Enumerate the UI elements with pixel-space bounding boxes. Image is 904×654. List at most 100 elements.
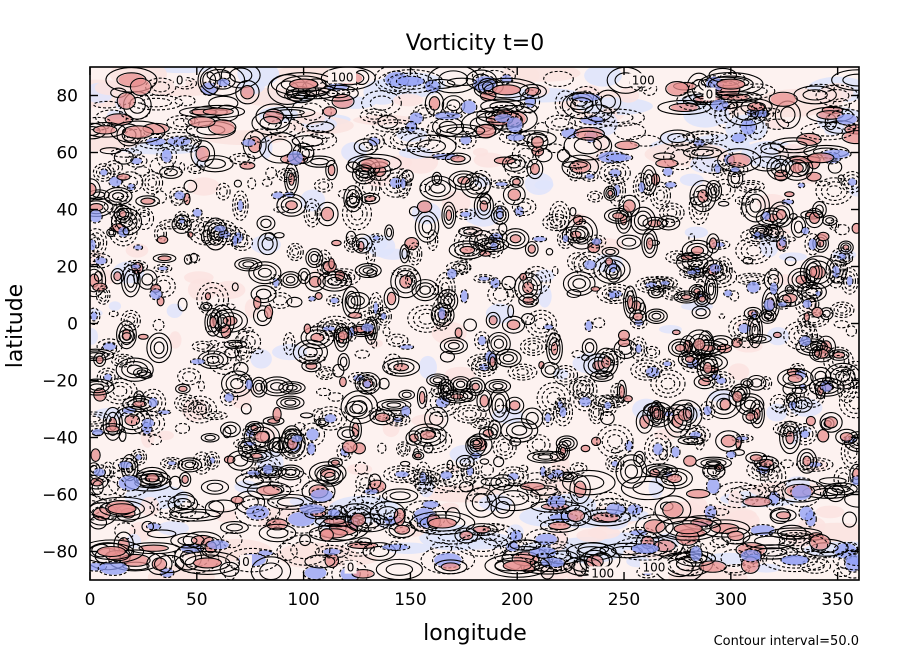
contour-line [195, 145, 211, 163]
eddy-core [619, 385, 625, 398]
eddy [590, 286, 601, 292]
eddy [498, 130, 533, 145]
eddy [317, 271, 353, 292]
contour-line [432, 111, 463, 121]
contour-line [762, 298, 776, 312]
eddy [268, 437, 284, 457]
eddy-core [700, 561, 725, 572]
eddy [480, 463, 494, 476]
eddy [290, 434, 304, 444]
eddy [721, 527, 751, 545]
eddy-core [618, 338, 630, 347]
contour-line [801, 298, 813, 310]
eddy [250, 285, 277, 304]
contour-line [443, 205, 455, 225]
eddy-core [817, 240, 824, 247]
eddy [306, 441, 317, 456]
contour-line [806, 152, 835, 164]
eddy-core [818, 430, 829, 442]
eddy [156, 235, 169, 245]
contour-line [239, 345, 248, 357]
contour-line [783, 321, 819, 351]
contour-line [811, 346, 822, 361]
contour-line [832, 263, 842, 275]
contour-line [92, 125, 118, 135]
eddy-core [460, 135, 472, 145]
contour-line [653, 407, 660, 419]
y-tick-label: −20 [42, 372, 78, 392]
eddy [616, 379, 627, 404]
eddy [313, 406, 348, 431]
contour-line [147, 396, 159, 409]
contour-line [359, 376, 375, 392]
contour-line [304, 554, 336, 569]
contour-line [431, 171, 443, 186]
contour-line [316, 323, 342, 334]
contour-line [145, 522, 162, 531]
eddy [167, 494, 199, 514]
vortex-core [193, 557, 222, 568]
contour-line [644, 432, 672, 466]
contour-line [840, 435, 859, 469]
contour-line [228, 341, 243, 348]
contour-line [718, 183, 732, 196]
contour-line [355, 318, 380, 337]
eddy-core [663, 361, 672, 367]
contour-line [275, 80, 300, 99]
contour-line [331, 239, 342, 247]
contour-line [770, 158, 791, 177]
contour-line [174, 422, 191, 434]
contour-line [257, 459, 278, 479]
eddy-core [789, 401, 796, 410]
eddy [141, 520, 155, 533]
contour-line [544, 471, 557, 482]
contour-line [369, 95, 394, 111]
contour-line [302, 346, 318, 358]
contour-wash [690, 155, 720, 174]
contour-line [191, 207, 203, 218]
contour-line [413, 473, 430, 481]
contour-line [121, 406, 137, 415]
eddy-core [613, 213, 624, 219]
contour-line [830, 247, 854, 266]
eddy-core [585, 320, 593, 331]
eddy [730, 433, 754, 443]
eddy-core [152, 558, 166, 570]
contour-line [685, 406, 693, 419]
eddy [474, 237, 510, 253]
contour-line [703, 504, 718, 520]
eddy [614, 140, 640, 151]
eddy-core [106, 426, 119, 432]
eddy-core [231, 496, 243, 504]
contour-line [110, 267, 125, 285]
contour-line [252, 379, 266, 395]
contour-line [307, 250, 321, 266]
contour-line [177, 396, 195, 410]
eddy [222, 426, 232, 439]
contour-line [664, 288, 682, 299]
contour-line [519, 89, 541, 114]
contour-wash [396, 126, 428, 143]
contour-line [484, 229, 508, 246]
contour-line [505, 115, 524, 134]
eddy-core [93, 468, 105, 477]
eddy [399, 244, 410, 264]
contour-line [608, 210, 629, 222]
contour-line [691, 148, 714, 157]
contour-line [459, 245, 476, 255]
eddy [526, 450, 564, 464]
eddy [177, 367, 202, 386]
eddy [173, 210, 191, 230]
contour-line [842, 511, 857, 528]
eddy [90, 448, 101, 462]
eddy-core [327, 509, 340, 517]
contour-line [234, 194, 247, 217]
eddy [581, 170, 599, 182]
eddy-core [343, 441, 357, 453]
contour-line [308, 524, 359, 542]
contour-line [149, 336, 169, 359]
eddy [200, 433, 220, 443]
eddy [169, 186, 190, 204]
eddy-core [103, 342, 117, 351]
contour-line [542, 323, 555, 331]
